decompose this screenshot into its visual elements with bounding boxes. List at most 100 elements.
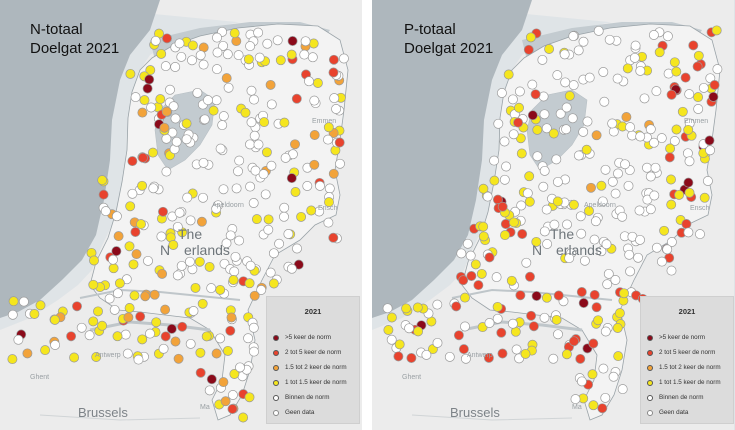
measurement-site-marker[interactable] (196, 216, 207, 227)
measurement-site-marker[interactable] (684, 156, 695, 167)
measurement-site-marker[interactable] (702, 176, 713, 186)
measurement-site-marker[interactable] (576, 376, 587, 387)
measurement-site-marker[interactable] (560, 77, 571, 88)
measurement-site-marker[interactable] (133, 354, 144, 365)
measurement-site-marker[interactable] (114, 278, 125, 289)
measurement-site-marker[interactable] (140, 291, 151, 302)
measurement-site-marker[interactable] (88, 316, 99, 327)
measurement-site-marker[interactable] (266, 160, 277, 171)
measurement-site-marker[interactable] (541, 123, 552, 134)
measurement-site-marker[interactable] (243, 54, 254, 65)
measurement-site-marker[interactable] (259, 117, 270, 128)
measurement-site-marker[interactable] (496, 88, 507, 98)
measurement-site-marker[interactable] (290, 187, 301, 197)
measurement-site-marker[interactable] (413, 326, 424, 337)
measurement-site-marker[interactable] (622, 63, 633, 74)
measurement-site-marker[interactable] (683, 177, 694, 188)
measurement-site-marker[interactable] (238, 412, 249, 423)
measurement-site-marker[interactable] (156, 231, 167, 242)
measurement-site-marker[interactable] (633, 252, 644, 263)
measurement-site-marker[interactable] (161, 166, 172, 177)
measurement-site-marker[interactable] (195, 347, 206, 358)
map-panel-n-totaal[interactable]: N-totaal Doelgat 2021 Apeldoorn Ensch Em… (0, 0, 362, 430)
measurement-site-marker[interactable] (240, 107, 251, 118)
measurement-site-marker[interactable] (524, 171, 535, 182)
measurement-site-marker[interactable] (225, 325, 236, 336)
measurement-site-marker[interactable] (254, 52, 265, 63)
measurement-site-marker[interactable] (551, 314, 562, 325)
measurement-site-marker[interactable] (144, 74, 155, 85)
measurement-site-marker[interactable] (548, 353, 559, 364)
measurement-site-marker[interactable] (188, 306, 199, 316)
measurement-site-marker[interactable] (331, 104, 342, 114)
measurement-site-marker[interactable] (610, 188, 621, 199)
measurement-site-marker[interactable] (588, 400, 599, 411)
measurement-site-marker[interactable] (590, 216, 601, 227)
measurement-site-marker[interactable] (261, 147, 272, 158)
measurement-site-marker[interactable] (589, 234, 600, 245)
measurement-site-marker[interactable] (137, 152, 148, 163)
measurement-site-marker[interactable] (453, 330, 464, 341)
measurement-site-marker[interactable] (513, 117, 524, 128)
measurement-site-marker[interactable] (651, 86, 662, 97)
measurement-site-marker[interactable] (218, 40, 229, 51)
map-p-totaal[interactable] (372, 0, 735, 430)
measurement-site-marker[interactable] (651, 242, 662, 253)
measurement-site-marker[interactable] (50, 340, 61, 350)
measurement-site-marker[interactable] (135, 311, 146, 322)
measurement-site-marker[interactable] (7, 309, 18, 320)
measurement-site-marker[interactable] (669, 57, 680, 68)
measurement-site-marker[interactable] (13, 334, 24, 345)
measurement-site-marker[interactable] (602, 279, 613, 290)
measurement-site-marker[interactable] (393, 351, 404, 362)
measurement-site-marker[interactable] (161, 133, 172, 144)
measurement-site-marker[interactable] (165, 84, 175, 95)
measurement-site-marker[interactable] (600, 326, 611, 337)
measurement-site-marker[interactable] (182, 192, 193, 203)
measurement-site-marker[interactable] (268, 248, 279, 259)
measurement-site-marker[interactable] (194, 256, 205, 267)
measurement-site-marker[interactable] (229, 28, 240, 39)
measurement-site-marker[interactable] (275, 55, 286, 66)
measurement-site-marker[interactable] (245, 260, 256, 271)
measurement-site-marker[interactable] (570, 394, 581, 405)
measurement-site-marker[interactable] (664, 152, 675, 163)
measurement-site-marker[interactable] (614, 308, 625, 319)
measurement-site-marker[interactable] (299, 49, 310, 60)
measurement-site-marker[interactable] (323, 122, 334, 133)
measurement-site-marker[interactable] (383, 325, 394, 335)
measurement-site-marker[interactable] (338, 53, 349, 64)
measurement-site-marker[interactable] (168, 101, 179, 112)
measurement-site-marker[interactable] (601, 239, 612, 250)
measurement-site-marker[interactable] (386, 312, 397, 323)
measurement-site-marker[interactable] (212, 47, 223, 58)
measurement-site-marker[interactable] (575, 353, 586, 364)
measurement-site-marker[interactable] (578, 298, 589, 308)
measurement-site-marker[interactable] (91, 352, 102, 362)
measurement-site-marker[interactable] (215, 143, 226, 154)
measurement-site-marker[interactable] (569, 336, 579, 347)
measurement-site-marker[interactable] (573, 45, 584, 56)
measurement-site-marker[interactable] (292, 243, 302, 254)
measurement-site-marker[interactable] (600, 392, 611, 403)
measurement-site-marker[interactable] (195, 50, 206, 61)
measurement-site-marker[interactable] (567, 113, 578, 124)
measurement-site-marker[interactable] (280, 152, 291, 163)
measurement-site-marker[interactable] (206, 374, 217, 385)
measurement-site-marker[interactable] (268, 278, 279, 289)
measurement-site-marker[interactable] (104, 293, 115, 304)
measurement-site-marker[interactable] (265, 267, 276, 278)
measurement-site-marker[interactable] (489, 155, 500, 166)
measurement-site-marker[interactable] (669, 136, 680, 146)
measurement-site-marker[interactable] (127, 188, 138, 199)
measurement-site-marker[interactable] (212, 64, 222, 75)
measurement-site-marker[interactable] (203, 95, 213, 106)
measurement-site-marker[interactable] (279, 211, 289, 222)
measurement-site-marker[interactable] (187, 40, 198, 51)
measurement-site-marker[interactable] (211, 203, 222, 214)
measurement-site-marker[interactable] (666, 89, 677, 100)
measurement-site-marker[interactable] (309, 159, 320, 170)
measurement-site-marker[interactable] (131, 249, 142, 260)
measurement-site-marker[interactable] (576, 287, 587, 297)
measurement-site-marker[interactable] (470, 259, 481, 270)
